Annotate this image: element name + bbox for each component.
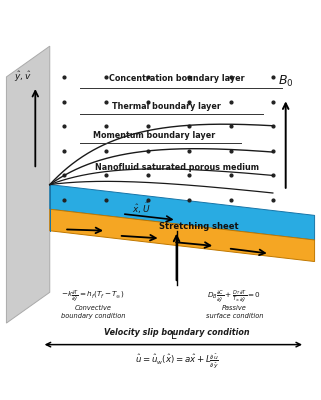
Text: Velocity slip boundary condition: Velocity slip boundary condition [104,328,249,337]
Text: $-k\frac{\partial T}{\partial \hat{y}} = h_f\left(T_f - T_{\infty}\right)$: $-k\frac{\partial T}{\partial \hat{y}} =… [61,289,125,305]
Text: $\hat{u} = \hat{u}_w(\hat{x}) = a\hat{x} + L\frac{\partial\hat{u}}{\partial\hat{: $\hat{u} = \hat{u}_w(\hat{x}) = a\hat{x}… [134,352,219,371]
Polygon shape [50,185,315,240]
Text: $\hat{x}, \hat{U}$: $\hat{x}, \hat{U}$ [132,200,151,216]
Text: Concentration boundary layer: Concentration boundary layer [109,74,244,83]
Polygon shape [6,46,50,323]
Text: $\hat{y}, \hat{v}$: $\hat{y}, \hat{v}$ [14,70,31,84]
Text: $D_B\frac{\partial C}{\partial \hat{y}} + \frac{D_T}{T_{\infty}}\frac{\partial T: $D_B\frac{\partial C}{\partial \hat{y}} … [207,288,261,306]
Text: Passive
surface condition: Passive surface condition [205,305,263,319]
Text: Thermal boundary layer: Thermal boundary layer [112,102,221,111]
Polygon shape [50,209,315,262]
Text: $\mathit{B}_0$: $\mathit{B}_0$ [278,74,293,89]
Text: Stretching sheet: Stretching sheet [159,222,239,231]
Text: Convective
boundary condition: Convective boundary condition [61,305,125,319]
Text: L: L [170,331,176,341]
Text: Nanofluid saturated porous medium: Nanofluid saturated porous medium [95,163,258,172]
Text: Momentum boundary layer: Momentum boundary layer [93,131,215,140]
